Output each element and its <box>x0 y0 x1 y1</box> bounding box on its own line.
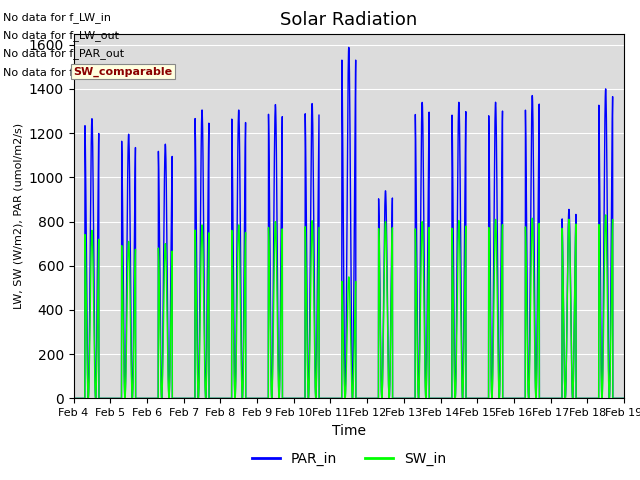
SW_in <box>281 396 289 401</box>
Legend: PAR_in, SW_in: PAR_in, SW_in <box>246 446 451 472</box>
X-axis label: Time: Time <box>332 424 366 438</box>
Line: PAR_in: PAR_in <box>74 48 624 398</box>
SW_in <box>550 396 557 401</box>
PAR_in <box>132 396 140 401</box>
Text: No data for f_LW_out: No data for f_LW_out <box>3 30 119 41</box>
Title: Solar Radiation: Solar Radiation <box>280 11 417 29</box>
PAR_in <box>281 396 289 401</box>
SW_in <box>602 212 609 218</box>
SW_in <box>305 396 312 401</box>
SW_in <box>132 396 140 401</box>
PAR_in <box>305 395 312 401</box>
Y-axis label: LW, SW (W/m2), PAR (umol/m2/s): LW, SW (W/m2), PAR (umol/m2/s) <box>13 123 23 309</box>
PAR_in <box>70 396 77 401</box>
Text: No data for f_SW_out: No data for f_SW_out <box>3 67 121 78</box>
PAR_in <box>609 396 617 401</box>
Text: No data for f_PAR_out: No data for f_PAR_out <box>3 48 124 60</box>
Line: SW_in: SW_in <box>74 215 624 398</box>
SW_in <box>165 396 173 401</box>
PAR_in <box>550 396 558 401</box>
Text: No data for f_LW_in: No data for f_LW_in <box>3 12 111 23</box>
PAR_in <box>165 396 173 401</box>
SW_in <box>70 396 77 401</box>
PAR_in <box>345 45 353 50</box>
SW_in <box>620 396 628 401</box>
SW_in <box>609 396 617 401</box>
PAR_in <box>620 396 628 401</box>
Text: SW_comparable: SW_comparable <box>74 66 173 76</box>
